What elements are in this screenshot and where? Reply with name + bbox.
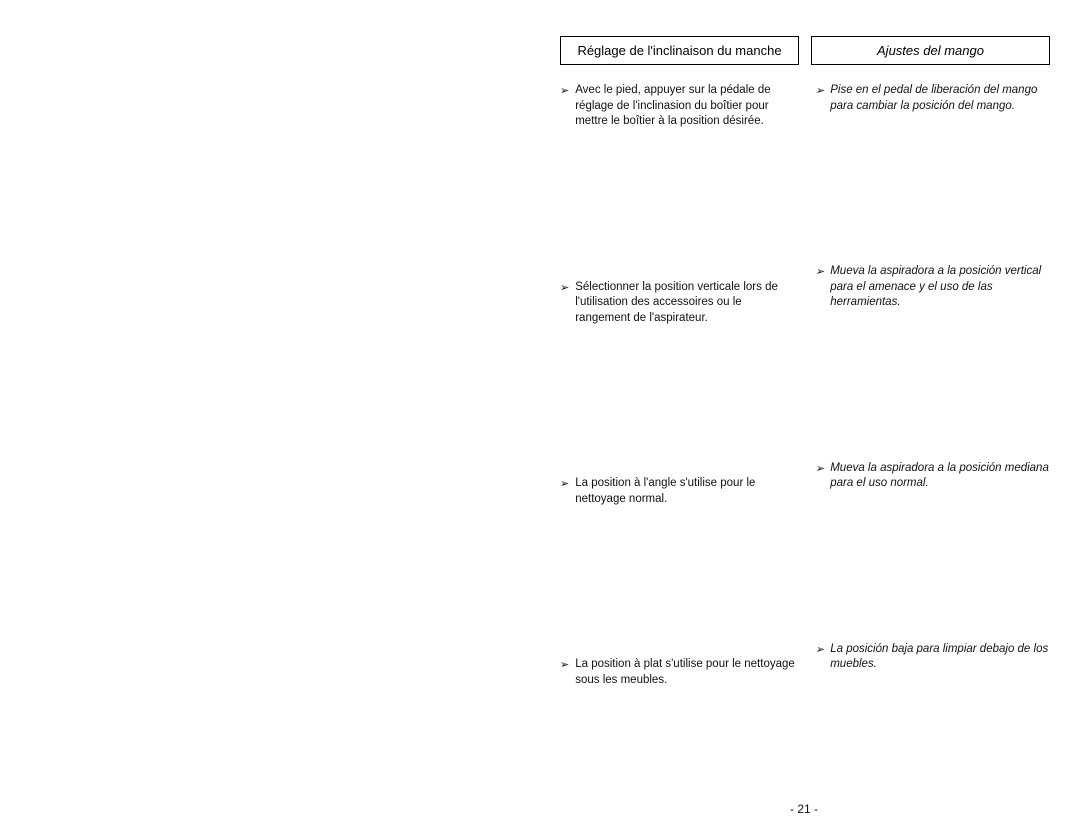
list-item: ➢ La position à plat s'utilise pour le n… <box>560 657 795 688</box>
document-page: Réglage de l'inclinaison du manche Ajust… <box>560 36 1050 688</box>
bullet-icon: ➢ <box>815 643 824 658</box>
list-item: ➢ Pise en el pedal de liberación del man… <box>815 83 1050 114</box>
list-item: ➢ Sélectionner la position verticale lor… <box>560 280 795 327</box>
paragraph-text: Mueva la aspiradora a la posición median… <box>830 461 1050 492</box>
page-number: - 21 - <box>790 802 818 816</box>
bullet-icon: ➢ <box>815 84 824 99</box>
bullet-icon: ➢ <box>815 265 824 280</box>
header-french: Réglage de l'inclinaison du manche <box>560 36 799 65</box>
paragraph-text: La position à plat s'utilise pour le net… <box>575 657 795 688</box>
header-spanish: Ajustes del mango <box>811 36 1050 65</box>
paragraph-text: La posición baja para limpiar debajo de … <box>830 642 1050 673</box>
bullet-icon: ➢ <box>815 462 824 477</box>
paragraph-text: Pise en el pedal de liberación del mango… <box>830 83 1050 114</box>
content-columns: ➢ Avec le pied, appuyer sur la pédale de… <box>560 83 1050 688</box>
list-item: ➢ La posición baja para limpiar debajo d… <box>815 642 1050 673</box>
paragraph-text: La position à l'angle s'utilise pour le … <box>575 476 795 507</box>
column-french: ➢ Avec le pied, appuyer sur la pédale de… <box>560 83 795 688</box>
column-spanish: ➢ Pise en el pedal de liberación del man… <box>815 83 1050 688</box>
list-item: ➢ La position à l'angle s'utilise pour l… <box>560 476 795 507</box>
paragraph-text: Sélectionner la position verticale lors … <box>575 280 795 327</box>
list-item: ➢ Mueva la aspiradora a la posición vert… <box>815 264 1050 311</box>
bullet-icon: ➢ <box>560 84 569 99</box>
paragraph-text: Avec le pied, appuyer sur la pédale de r… <box>575 83 795 130</box>
paragraph-text: Mueva la aspiradora a la posición vertic… <box>830 264 1050 311</box>
bullet-icon: ➢ <box>560 658 569 673</box>
list-item: ➢ Avec le pied, appuyer sur la pédale de… <box>560 83 795 130</box>
bullet-icon: ➢ <box>560 281 569 296</box>
bullet-icon: ➢ <box>560 477 569 492</box>
list-item: ➢ Mueva la aspiradora a la posición medi… <box>815 461 1050 492</box>
header-row: Réglage de l'inclinaison du manche Ajust… <box>560 36 1050 65</box>
